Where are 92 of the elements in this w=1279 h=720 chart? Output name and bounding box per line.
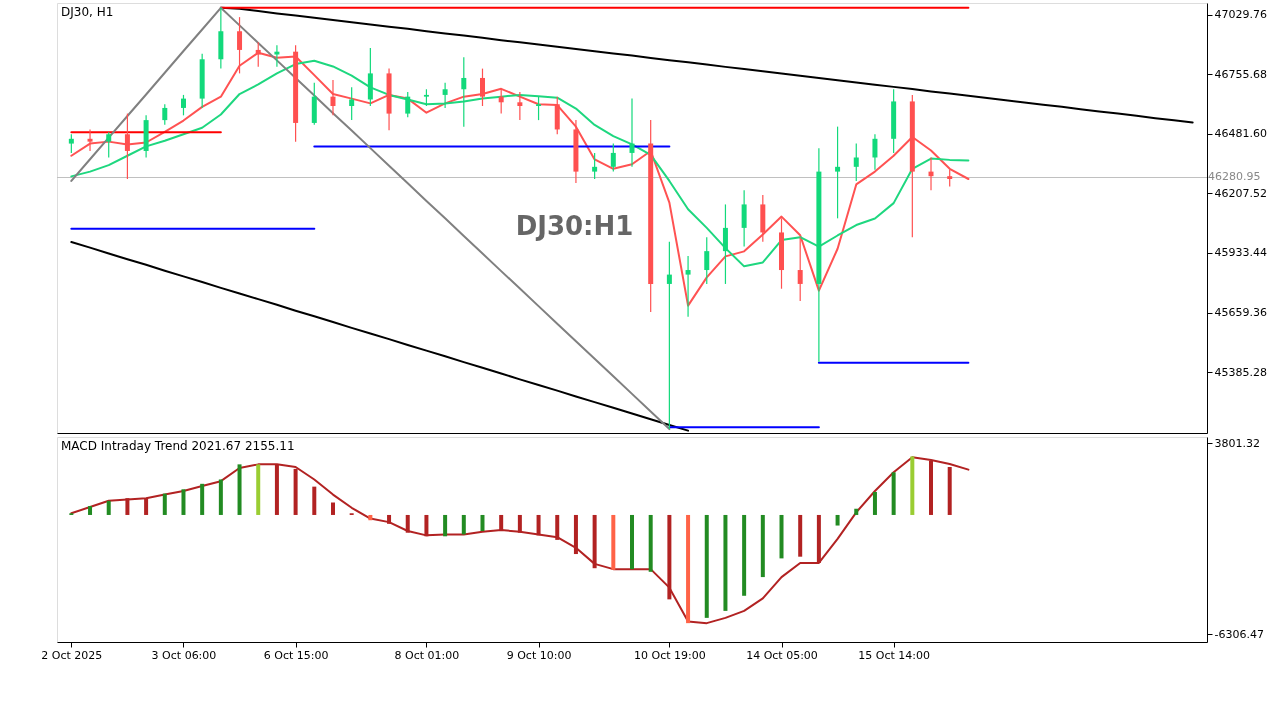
bar <box>667 514 672 600</box>
bar <box>573 514 578 555</box>
y-tick-label: 46481.60 <box>1214 127 1267 141</box>
candlestick <box>479 68 485 107</box>
chart-title: DJ30, H1 <box>61 5 114 19</box>
candlestick <box>629 98 635 168</box>
bar <box>835 514 840 526</box>
line-series <box>70 456 970 625</box>
y-tick-label: 45659.36 <box>1214 306 1267 320</box>
y-tick-label: 46207.52 <box>1214 186 1267 200</box>
bar <box>200 483 205 515</box>
bar <box>630 514 634 570</box>
y-tick-label: 47029.76 <box>1214 8 1267 22</box>
bar <box>499 514 504 531</box>
bar <box>256 464 261 515</box>
bar <box>611 514 616 570</box>
x-tick-label: 14 Oct 05:00 <box>746 648 818 662</box>
bar <box>162 493 167 515</box>
bar <box>88 506 93 515</box>
candlestick <box>741 189 747 248</box>
bar <box>704 514 709 618</box>
bar <box>405 514 410 533</box>
bar <box>125 498 130 515</box>
bar <box>854 508 859 515</box>
bar <box>648 514 653 572</box>
bar <box>798 514 803 557</box>
candlestick <box>704 236 710 285</box>
bar <box>443 514 448 537</box>
candlestick <box>797 236 803 302</box>
bar <box>872 491 877 515</box>
bar <box>891 472 896 515</box>
bar <box>293 468 298 515</box>
candlestick <box>666 241 672 430</box>
bar <box>536 514 541 536</box>
y-tick-label: 45385.28 <box>1214 365 1267 379</box>
candlestick <box>853 142 859 182</box>
bar <box>237 464 242 515</box>
candlestick <box>592 152 598 180</box>
candlestick <box>872 133 878 171</box>
bar <box>181 489 186 515</box>
bar <box>144 498 149 515</box>
bar <box>816 514 821 563</box>
x-tick-label: 8 Oct 01:00 <box>394 648 460 662</box>
ref-line-label: 46280.95 <box>1208 170 1261 184</box>
bar <box>480 514 485 532</box>
bar <box>555 514 560 540</box>
bar <box>947 467 952 515</box>
bar <box>312 486 317 515</box>
x-tick-label: 9 Oct 10:00 <box>506 648 572 662</box>
x-tick-label: 2 Oct 2025 <box>41 648 103 662</box>
candlestick <box>349 86 355 121</box>
bar <box>274 464 279 515</box>
bar <box>723 514 728 611</box>
bar <box>330 502 335 515</box>
x-tick-label: 10 Oct 19:00 <box>634 648 706 662</box>
bar <box>218 479 223 515</box>
y-tick-label: -6306.47 <box>1214 627 1264 641</box>
bar <box>106 500 111 515</box>
candlestick <box>162 103 168 126</box>
bar <box>760 514 765 578</box>
candlestick <box>68 133 74 154</box>
annotation: DJ30:H1 <box>515 210 634 241</box>
candlestick <box>442 82 448 109</box>
y-tick-label: 45933.44 <box>1214 246 1267 260</box>
candlestick <box>106 131 112 159</box>
bar <box>592 514 597 569</box>
x-tick-label: 6 Oct 15:00 <box>263 648 329 662</box>
bar <box>910 456 915 515</box>
y-tick-label: 3801.32 <box>1214 436 1260 450</box>
y-tick-label: 46755.68 <box>1214 67 1267 81</box>
bar <box>368 514 373 521</box>
candlestick <box>610 142 616 173</box>
candlestick <box>180 94 186 116</box>
bar <box>387 514 392 524</box>
candlestick <box>517 91 523 121</box>
candlestick <box>330 79 336 116</box>
bar <box>779 514 784 559</box>
candlestick <box>835 126 841 219</box>
candlestick <box>124 113 130 180</box>
candlestick <box>87 128 93 152</box>
bar <box>742 514 747 596</box>
candlestick <box>536 96 542 121</box>
bar <box>424 514 429 537</box>
bar <box>686 514 691 624</box>
bar <box>461 514 466 535</box>
x-tick-label: 3 Oct 06:00 <box>151 648 217 662</box>
candlestick <box>405 91 411 118</box>
candlestick <box>685 255 691 318</box>
chart-title: MACD Intraday Trend 2021.67 2155.11 <box>61 439 295 453</box>
bar <box>517 514 522 533</box>
bar <box>929 460 934 515</box>
x-tick-label: 15 Oct 14:00 <box>858 648 930 662</box>
